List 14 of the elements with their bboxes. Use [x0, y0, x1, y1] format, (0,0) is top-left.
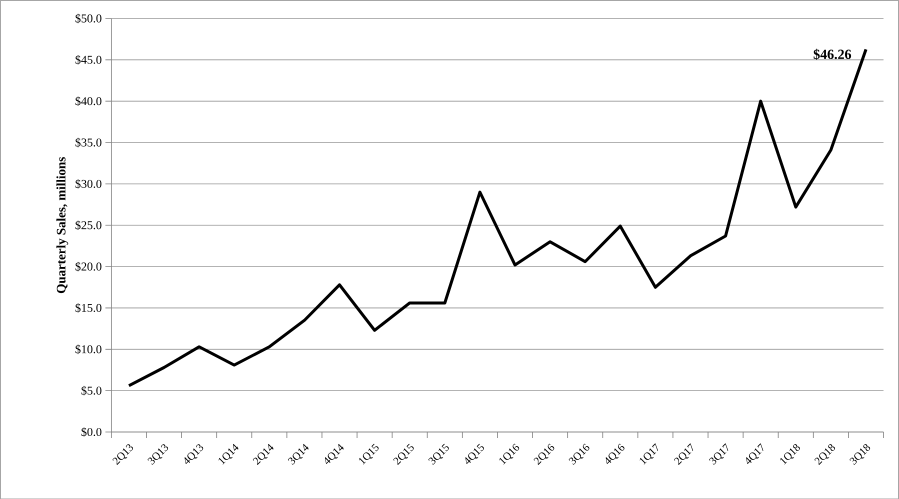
- y-tick-label: $5.0: [81, 386, 102, 396]
- y-tick-label: $25.0: [76, 220, 102, 230]
- y-tick-label: $40.0: [76, 96, 102, 106]
- y-tick-label: $35.0: [76, 138, 102, 148]
- y-tick-label: $45.0: [76, 54, 102, 64]
- line-series: [127, 48, 868, 387]
- y-tick-label: $10.0: [76, 344, 102, 354]
- y-tick-label: $50.0: [76, 13, 102, 24]
- y-tick-label: $0.0: [81, 427, 102, 437]
- data-label: $46.26: [814, 48, 852, 60]
- y-axis-title: Quarterly Sales, millions: [56, 156, 68, 293]
- y-tick-label: $15.0: [76, 302, 102, 313]
- y-tick-label: $30.0: [76, 178, 102, 188]
- y-tick-label: $20.0: [76, 262, 102, 272]
